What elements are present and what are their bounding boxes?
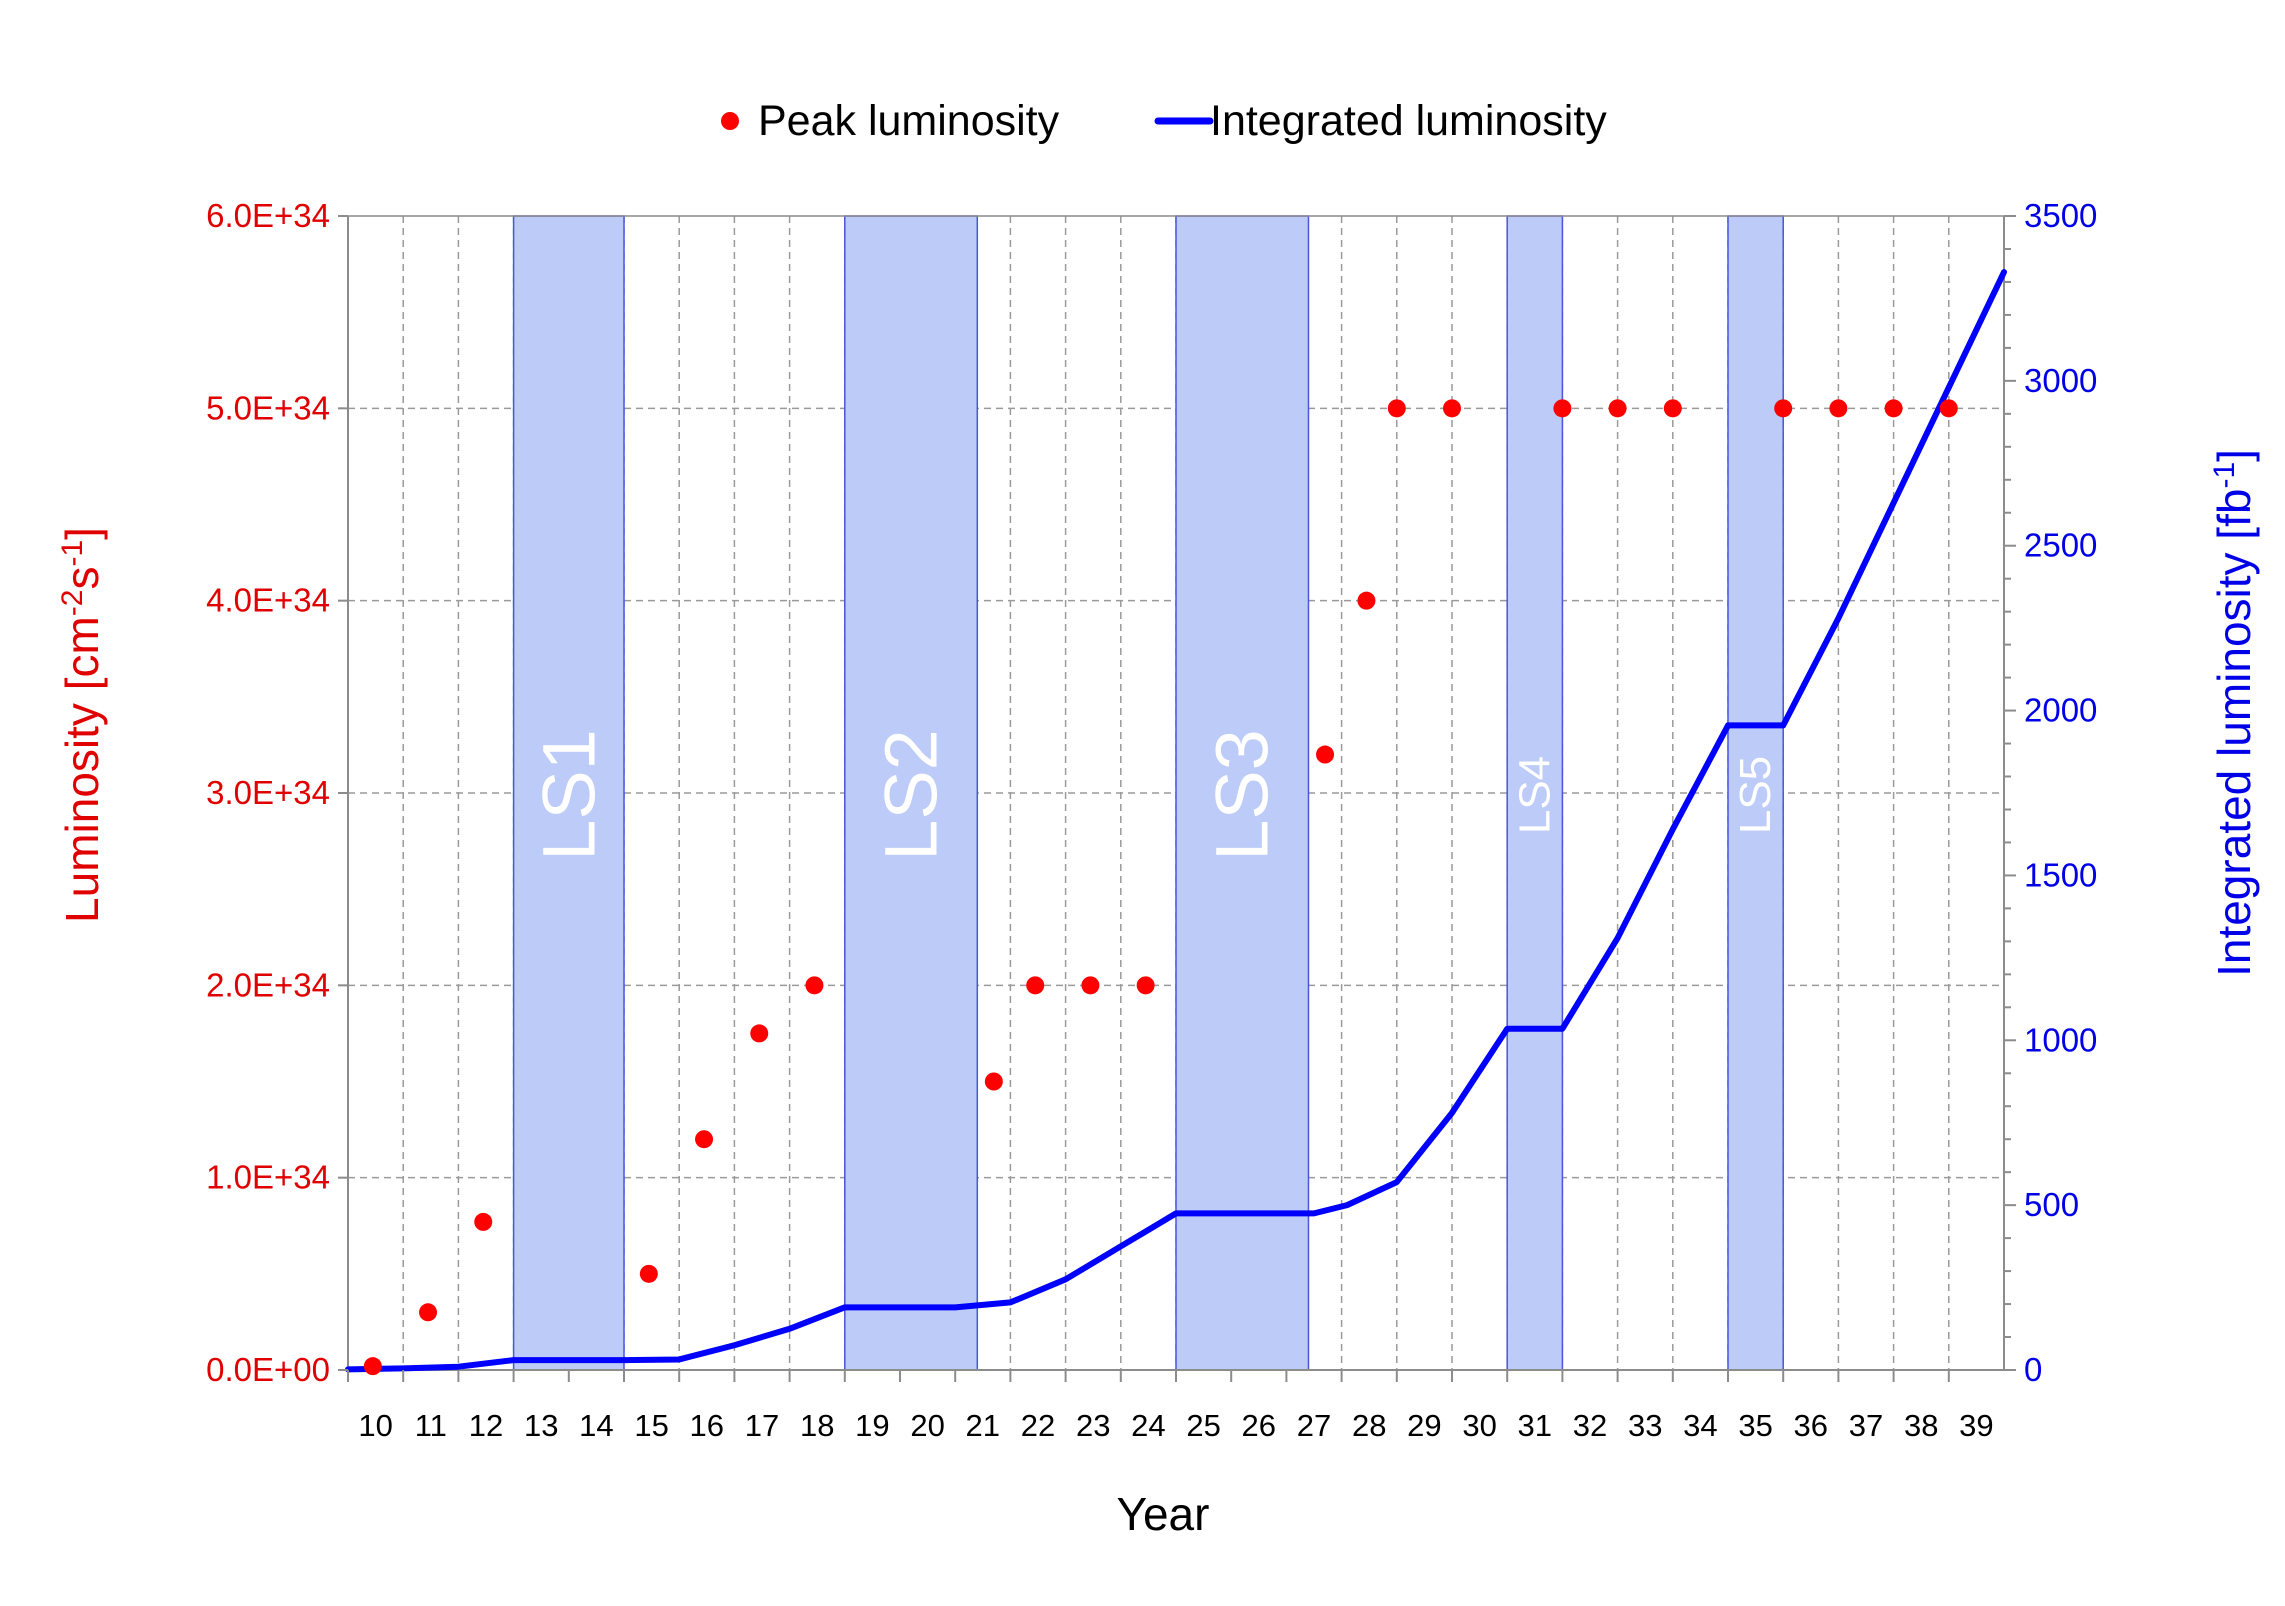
peak-luminosity-point (1081, 976, 1100, 995)
peak-luminosity-point (1884, 399, 1903, 418)
left-tick-label: 2.0E+34 (206, 966, 330, 1003)
right-tick-label: 500 (2024, 1186, 2079, 1223)
x-tick-label: 23 (1076, 1408, 1110, 1443)
x-tick-label: 10 (358, 1408, 392, 1443)
ls2-label: LS2 (870, 729, 953, 861)
ls2-shade (844, 215, 979, 1371)
x-tick-label: 29 (1407, 1408, 1441, 1443)
peak-luminosity-series (363, 399, 1958, 1376)
peak-luminosity-point (474, 1212, 493, 1231)
peak-luminosity-point (1774, 399, 1793, 418)
peak-luminosity-point (1663, 399, 1682, 418)
left-tick-label: 1.0E+34 (206, 1159, 330, 1196)
peak-luminosity-point (1136, 976, 1155, 995)
axis-ticks: 0.0E+00 1.0E+34 2.0E+34 3.0E+34 4.0E+34 5.0E+… (206, 197, 2097, 1443)
peak-luminosity-point (639, 1264, 658, 1283)
x-tick-label: 38 (1904, 1408, 1938, 1443)
peak-luminosity-point (1829, 399, 1848, 418)
peak-luminosity-point (805, 976, 824, 995)
x-tick-label: 36 (1794, 1408, 1828, 1443)
right-tick-label: 1000 (2024, 1021, 2097, 1058)
ls5-shade (1727, 215, 1784, 1371)
peak-luminosity-point (750, 1024, 769, 1043)
right-tick-label: 3000 (2024, 362, 2097, 399)
right-axis-title: Integrated luminosity [fb-1] (2208, 449, 2260, 977)
x-tick-label: 27 (1297, 1408, 1331, 1443)
integrated-luminosity-line (345, 269, 2007, 1373)
legend-label-peak: Peak luminosity (758, 97, 1060, 145)
x-tick-label: 34 (1683, 1408, 1717, 1443)
ls5-label: LS5 (1731, 756, 1780, 834)
left-tick-label: 6.0E+34 (206, 197, 330, 234)
right-tick-label: 2500 (2024, 527, 2097, 564)
x-tick-label: 28 (1352, 1408, 1386, 1443)
ls3-label: LS3 (1201, 729, 1284, 861)
peak-luminosity-point (419, 1303, 438, 1322)
peak-luminosity-point (1357, 591, 1376, 610)
x-tick-label: 12 (469, 1408, 503, 1443)
left-tick-label: 0.0E+00 (206, 1351, 330, 1388)
x-tick-label: 39 (1959, 1408, 1993, 1443)
right-tick-label: 1500 (2024, 856, 2097, 893)
x-tick-label: 24 (1131, 1408, 1165, 1443)
x-tick-label: 32 (1573, 1408, 1607, 1443)
x-tick-label: 33 (1628, 1408, 1662, 1443)
x-tick-label: 37 (1849, 1408, 1883, 1443)
peak-luminosity-point (1443, 399, 1461, 418)
peak-luminosity-point (695, 1130, 714, 1149)
x-tick-label: 35 (1738, 1408, 1772, 1443)
ls4-shade (1506, 215, 1564, 1371)
x-tick-label: 13 (524, 1408, 558, 1443)
left-axis-title: Luminosity [cm-2s-1] (56, 527, 108, 923)
x-tick-label: 14 (579, 1408, 613, 1443)
x-tick-label: 26 (1242, 1408, 1276, 1443)
x-tick-label: 19 (855, 1408, 889, 1443)
left-tick-label: 4.0E+34 (206, 582, 330, 619)
x-tick-label: 18 (800, 1408, 834, 1443)
peak-luminosity-point (1608, 399, 1627, 418)
x-axis-title: Year (1117, 1488, 1210, 1540)
legend-label-integrated: Integrated luminosity (1210, 97, 1607, 145)
x-tick-label: 11 (415, 1408, 447, 1443)
peak-luminosity-point (1316, 745, 1335, 764)
x-tick-label: 17 (745, 1408, 779, 1443)
ls4-label: LS4 (1510, 756, 1559, 834)
left-tick-label: 5.0E+34 (206, 389, 330, 426)
ls1-label: LS1 (527, 729, 610, 861)
x-tick-label: 21 (966, 1408, 1000, 1443)
peak-luminosity-point (1553, 399, 1572, 418)
x-tick-label: 31 (1518, 1408, 1552, 1443)
right-tick-label: 2000 (2024, 692, 2097, 729)
shutdown-periods: LS1 LS2 LS3 LS4 LS5 (512, 215, 1784, 1371)
peak-luminosity-point (1387, 399, 1406, 418)
x-tick-label: 25 (1186, 1408, 1220, 1443)
peak-luminosity-point (1939, 399, 1958, 418)
x-tick-label: 16 (690, 1408, 724, 1443)
x-tick-label: 20 (910, 1408, 944, 1443)
peak-luminosity-point (984, 1072, 1003, 1091)
x-tick-label: 22 (1021, 1408, 1055, 1443)
integrated-luminosity-series (345, 269, 2007, 1373)
peak-luminosity-point (1026, 976, 1045, 995)
legend: Peak luminosity Integrated luminosity (721, 97, 1607, 145)
right-tick-label: 0 (2024, 1351, 2042, 1388)
legend-marker-peak (721, 112, 739, 130)
peak-luminosity-point (363, 1357, 382, 1376)
right-tick-label: 3500 (2024, 197, 2097, 234)
left-tick-label: 3.0E+34 (206, 774, 330, 811)
x-tick-label: 30 (1462, 1408, 1496, 1443)
x-tick-label: 15 (634, 1408, 668, 1443)
